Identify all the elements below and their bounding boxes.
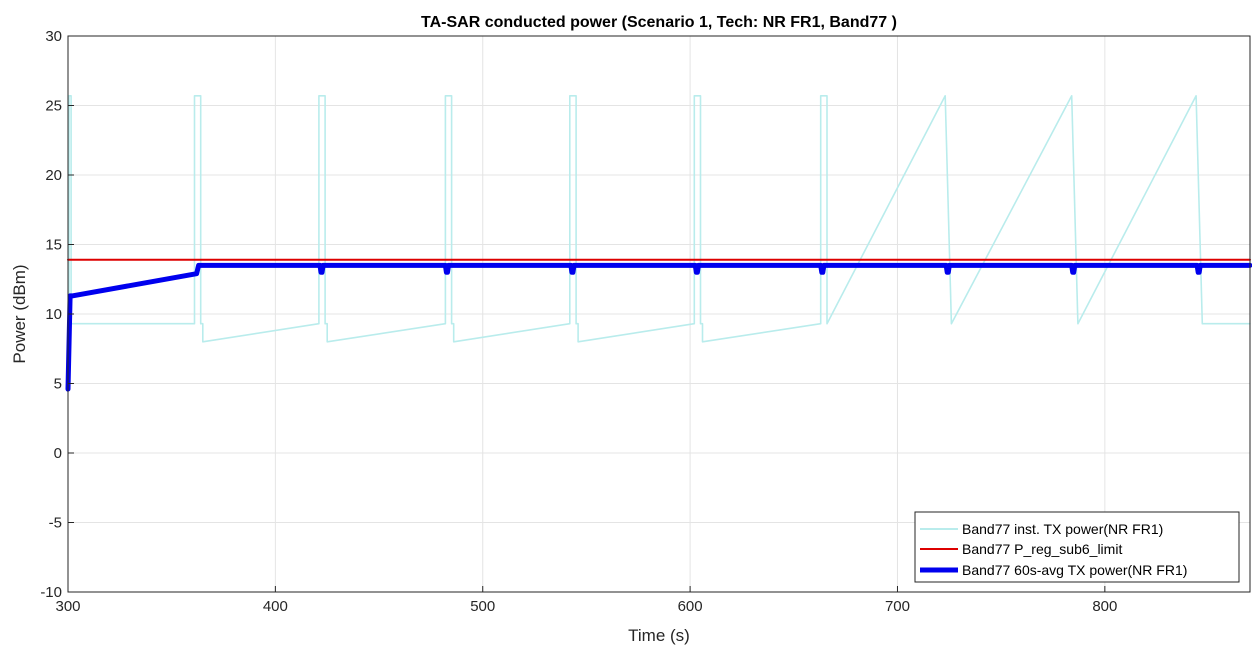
y-tick-label: -10 [40, 584, 62, 601]
legend-label-avg-tx-power: Band77 60s-avg TX power(NR FR1) [962, 562, 1187, 578]
y-tick-label: 10 [45, 306, 62, 323]
series-layer [65, 95, 1252, 392]
y-tick-label: 30 [45, 28, 62, 45]
x-tick-label: 600 [678, 598, 703, 615]
x-axis: 300 400 500 600 700 800 [55, 586, 1117, 615]
y-tick-label: 5 [54, 376, 62, 393]
y-tick-label: -5 [49, 515, 62, 532]
x-tick-label: 500 [470, 598, 495, 615]
chart-title: TA-SAR conducted power (Scenario 1, Tech… [421, 14, 897, 31]
series-inst-tx-power [67, 95, 1251, 343]
y-axis-label: Power (dBm) [10, 264, 29, 363]
x-tick-label: 400 [263, 598, 288, 615]
legend-label-reg-limit: Band77 P_reg_sub6_limit [962, 541, 1122, 557]
y-tick-label: 25 [45, 98, 62, 115]
x-axis-label: Time (s) [628, 626, 690, 645]
legend: Band77 inst. TX power(NR FR1) Band77 P_r… [914, 511, 1240, 583]
legend-box [914, 511, 1240, 583]
legend-label-inst-tx-power: Band77 inst. TX power(NR FR1) [962, 521, 1163, 537]
y-tick-label: 20 [45, 167, 62, 184]
x-tick-label: 800 [1092, 598, 1117, 615]
y-axis: -10 -5 0 5 10 15 20 25 30 [40, 28, 74, 601]
x-tick-label: 700 [885, 598, 910, 615]
series-avg-tx-power [65, 262, 1252, 392]
y-tick-label: 0 [54, 445, 62, 462]
y-tick-label: 15 [45, 237, 62, 254]
x-tick-label: 300 [55, 598, 80, 615]
